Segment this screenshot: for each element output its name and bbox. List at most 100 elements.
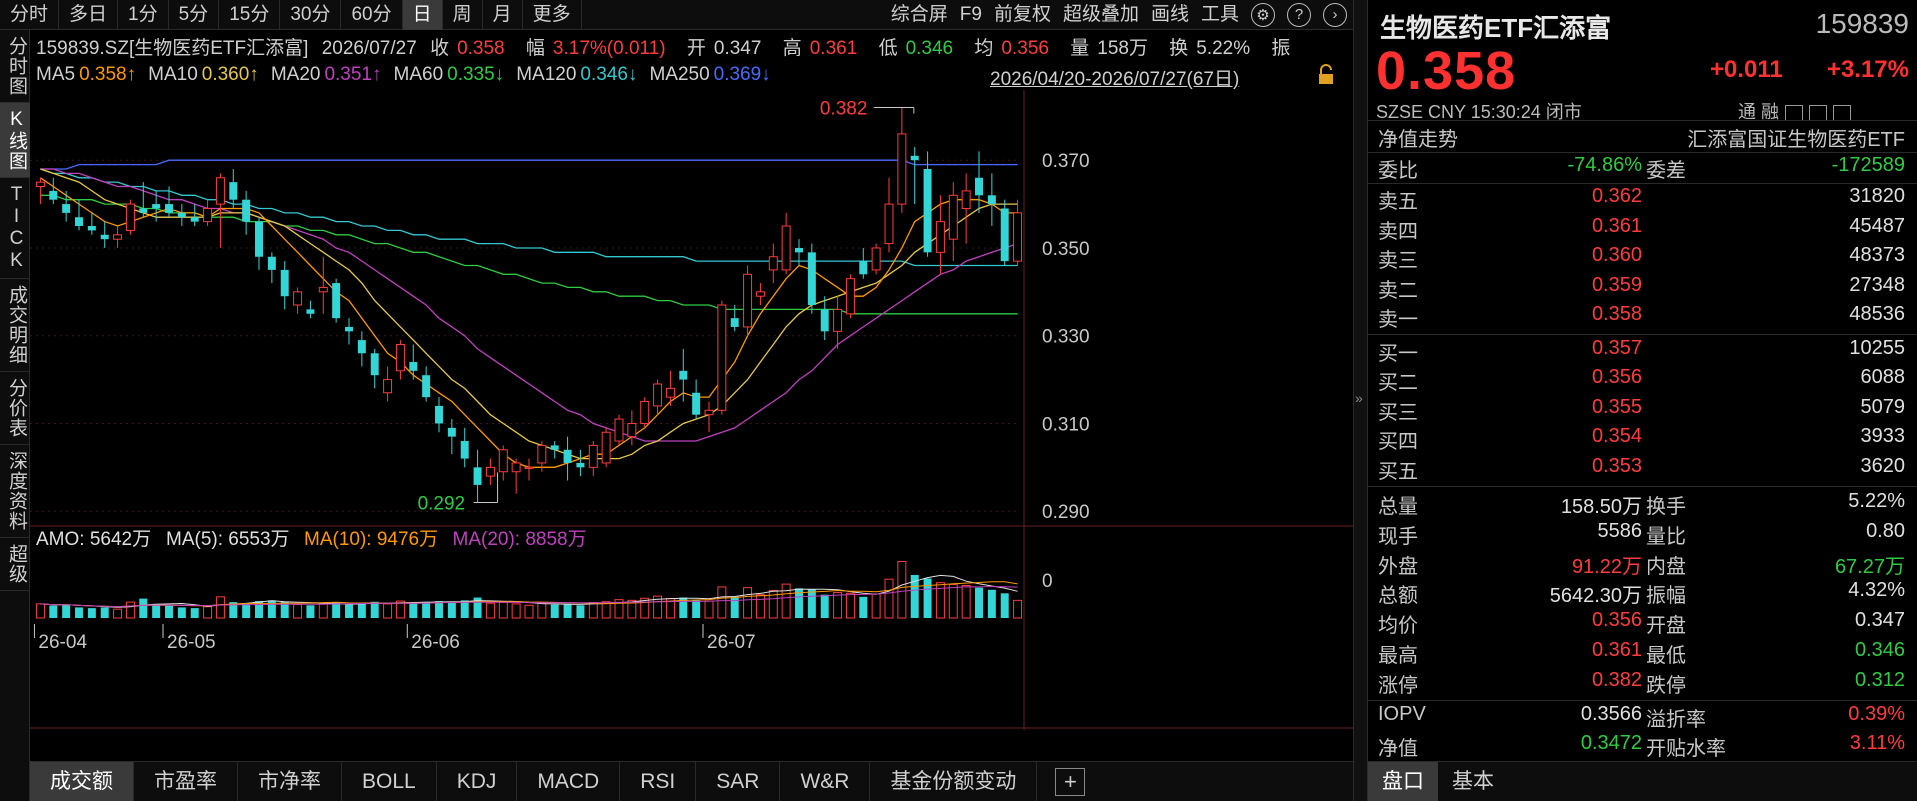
vtab-1[interactable]: K线图 <box>0 103 30 178</box>
candle[interactable] <box>190 204 199 227</box>
candle[interactable] <box>576 449 585 477</box>
candle[interactable] <box>242 190 251 235</box>
candle[interactable] <box>923 151 932 257</box>
candle[interactable] <box>807 243 816 314</box>
candle[interactable] <box>975 151 983 213</box>
candle[interactable] <box>409 344 418 380</box>
period-tab-0[interactable]: 分时 <box>0 0 60 30</box>
candle[interactable] <box>152 190 161 222</box>
quote-tab-1[interactable]: 基本 <box>1452 769 1494 793</box>
candle[interactable] <box>987 173 996 227</box>
vtab-4[interactable]: 分价表 <box>0 372 30 445</box>
candle[interactable] <box>165 186 173 218</box>
candle[interactable] <box>370 348 379 389</box>
candle[interactable] <box>75 199 83 231</box>
candle[interactable] <box>485 458 495 485</box>
indicator-tab-8[interactable]: W&R <box>780 761 871 801</box>
candle[interactable] <box>62 190 71 222</box>
period-tab-7[interactable]: 日 <box>402 0 443 30</box>
candle[interactable] <box>473 449 482 503</box>
tool-button-0[interactable]: 综合屏 <box>890 3 948 25</box>
indicator-tab-3[interactable]: BOLL <box>342 761 437 801</box>
tool-button-5[interactable]: 工具 <box>1200 3 1239 25</box>
candle[interactable] <box>511 458 521 494</box>
candle[interactable] <box>795 239 803 266</box>
candle[interactable] <box>743 265 753 336</box>
candle[interactable] <box>215 173 225 248</box>
add-indicator-icon[interactable]: + <box>1055 767 1086 796</box>
candle[interactable] <box>948 182 958 262</box>
candle[interactable] <box>884 177 894 253</box>
candle[interactable] <box>460 427 469 468</box>
candle[interactable] <box>113 226 123 248</box>
candle[interactable] <box>781 212 791 275</box>
indicator-tab-9[interactable]: 基金份额变动 <box>870 761 1038 801</box>
candle[interactable] <box>588 441 598 477</box>
quote-tab-0[interactable]: 盘口 <box>1368 761 1438 801</box>
gear-icon[interactable]: ⚙ <box>1251 2 1275 27</box>
indicator-tab-2[interactable]: 市净率 <box>238 761 342 801</box>
indicator-tab-7[interactable]: SAR <box>696 761 781 801</box>
date-range-link[interactable]: 2026/04/20-2026/07/27(67日) <box>990 69 1240 90</box>
candle[interactable] <box>435 397 443 433</box>
bids-row[interactable]: 买五 0.353 3620 <box>1368 455 1917 484</box>
expand-icon[interactable] <box>1833 105 1852 122</box>
candle[interactable] <box>717 300 727 415</box>
candle[interactable] <box>306 300 315 319</box>
tool-button-3[interactable]: 超级叠加 <box>1062 3 1139 25</box>
period-tab-3[interactable]: 5分 <box>169 0 220 30</box>
lock-icon[interactable] <box>1316 64 1336 86</box>
candle[interactable] <box>447 419 456 455</box>
candle[interactable] <box>422 366 431 402</box>
candle[interactable] <box>357 331 366 367</box>
candle[interactable] <box>203 199 213 227</box>
candle[interactable] <box>229 168 238 209</box>
candle[interactable] <box>692 379 701 420</box>
candle[interactable] <box>961 173 971 244</box>
period-tab-1[interactable]: 多日 <box>59 0 119 30</box>
candle[interactable] <box>871 243 881 275</box>
vtab-6[interactable]: 超级 <box>0 538 30 591</box>
vtab-5[interactable]: 深度资料 <box>0 445 30 538</box>
candle[interactable] <box>653 379 663 415</box>
candle[interactable] <box>563 436 572 481</box>
help-icon[interactable]: ? <box>1287 2 1311 27</box>
candle[interactable] <box>100 221 109 248</box>
bids-row[interactable]: 买二 0.356 6088 <box>1368 366 1917 395</box>
tool-button-1[interactable]: F9 <box>959 3 982 25</box>
candle[interactable] <box>614 414 624 446</box>
candle[interactable] <box>601 427 611 468</box>
candle[interactable] <box>845 274 855 319</box>
candle[interactable] <box>755 283 765 305</box>
candle[interactable] <box>537 441 547 472</box>
candle[interactable] <box>125 199 135 235</box>
nav-trend-row[interactable]: 净值走势 汇添富国证生物医药ETF <box>1368 123 1917 152</box>
indicator-tab-4[interactable]: KDJ <box>437 761 518 801</box>
period-tab-2[interactable]: 1分 <box>118 0 169 30</box>
candle[interactable] <box>293 287 303 314</box>
candle[interactable] <box>255 217 263 270</box>
candle[interactable] <box>139 182 148 218</box>
copy-icon[interactable] <box>1809 105 1828 122</box>
edit-icon[interactable] <box>1785 105 1804 122</box>
asks-row[interactable]: 卖一 0.358 48536 <box>1368 303 1917 332</box>
candle[interactable] <box>704 401 714 433</box>
asks-row[interactable]: 卖二 0.359 27348 <box>1368 274 1917 303</box>
chevron-right-icon[interactable]: › <box>1323 2 1347 27</box>
candle[interactable] <box>768 243 778 284</box>
candle[interactable] <box>679 348 688 402</box>
tool-button-2[interactable]: 前复权 <box>993 3 1051 25</box>
candle[interactable] <box>35 177 45 205</box>
candle[interactable] <box>524 458 534 481</box>
candle[interactable] <box>1000 199 1009 266</box>
vtab-0[interactable]: 分时图 <box>0 30 30 103</box>
indicator-tab-0[interactable]: 成交额 <box>30 761 134 801</box>
candle[interactable] <box>267 252 276 284</box>
candle[interactable] <box>935 195 945 275</box>
period-tab-8[interactable]: 周 <box>443 0 483 30</box>
candle[interactable] <box>177 204 186 227</box>
candle[interactable] <box>498 445 508 481</box>
vtab-3[interactable]: 成交明细 <box>0 279 30 372</box>
candle[interactable] <box>318 256 328 314</box>
candle[interactable] <box>910 147 919 205</box>
